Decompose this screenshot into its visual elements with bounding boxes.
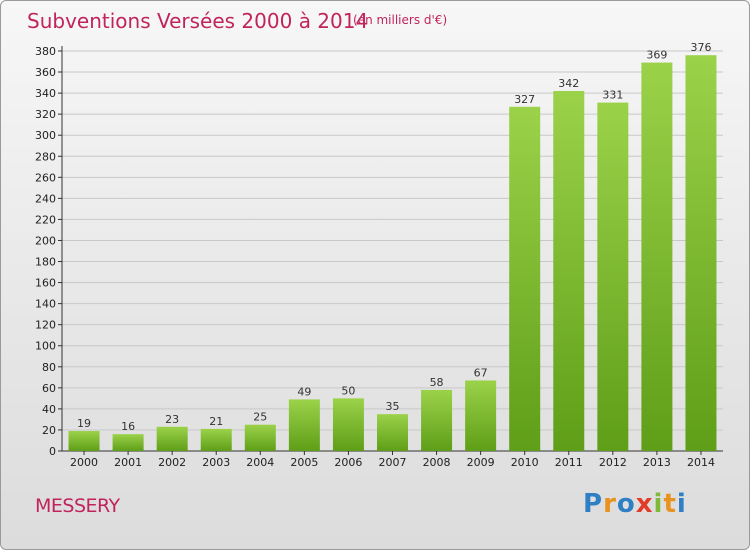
bar-value-label: 16 bbox=[121, 420, 135, 433]
bar-value-label: 331 bbox=[602, 89, 623, 102]
y-tick-label: 340 bbox=[35, 87, 56, 100]
bar bbox=[509, 106, 541, 451]
y-tick-label: 360 bbox=[35, 66, 56, 79]
bars bbox=[68, 55, 717, 452]
x-tick-label: 2014 bbox=[687, 456, 715, 469]
y-tick-label: 180 bbox=[35, 256, 56, 269]
bar bbox=[156, 426, 188, 451]
bar bbox=[288, 399, 320, 451]
bar-value-label: 342 bbox=[558, 77, 579, 90]
y-tick-label: 260 bbox=[35, 171, 56, 184]
y-tick-label: 380 bbox=[35, 45, 56, 58]
logo-letter: i bbox=[653, 489, 664, 519]
x-tick-label: 2003 bbox=[202, 456, 230, 469]
x-tick-label: 2012 bbox=[599, 456, 627, 469]
x-tick-label: 2008 bbox=[423, 456, 451, 469]
x-tick-label: 2011 bbox=[555, 456, 583, 469]
y-tick-label: 20 bbox=[42, 424, 56, 437]
unit-note: (en milliers d'€) bbox=[353, 13, 448, 27]
bar-value-label: 21 bbox=[209, 415, 223, 428]
commune-name: MESSERY bbox=[35, 495, 120, 517]
bar-value-label: 35 bbox=[386, 400, 400, 413]
x-tick-label: 2001 bbox=[114, 456, 142, 469]
bar-value-label: 67 bbox=[474, 366, 488, 379]
y-tick-label: 60 bbox=[42, 382, 56, 395]
y-tick-label: 80 bbox=[42, 361, 56, 374]
bar-value-label: 327 bbox=[514, 93, 535, 106]
x-tick-label: 2004 bbox=[246, 456, 274, 469]
x-tick-label: 2010 bbox=[511, 456, 539, 469]
bar bbox=[421, 389, 453, 451]
bar bbox=[332, 398, 364, 451]
x-tick-label: 2000 bbox=[70, 456, 98, 469]
y-tick-label: 320 bbox=[35, 108, 56, 121]
bar-value-label: 376 bbox=[690, 41, 711, 54]
y-tick-label: 240 bbox=[35, 192, 56, 205]
proxiti-logo: Proxiti bbox=[583, 489, 687, 519]
logo-letter: r bbox=[603, 489, 617, 519]
bar-value-label: 50 bbox=[341, 384, 355, 397]
logo-letter: t bbox=[663, 489, 677, 519]
bar bbox=[465, 380, 497, 451]
y-tick-label: 200 bbox=[35, 234, 56, 247]
x-tick-label: 2005 bbox=[290, 456, 318, 469]
bar-value-label: 25 bbox=[253, 411, 267, 424]
y-tick-label: 140 bbox=[35, 298, 56, 311]
logo-letter: P bbox=[583, 489, 604, 519]
bar-value-label: 369 bbox=[646, 49, 667, 62]
x-tick-label: 2002 bbox=[158, 456, 186, 469]
y-tick-label: 300 bbox=[35, 129, 56, 142]
bar bbox=[112, 434, 144, 451]
logo-letter: x bbox=[635, 489, 654, 519]
bar bbox=[377, 414, 408, 451]
y-tick-label: 40 bbox=[42, 403, 56, 416]
bar-value-label: 49 bbox=[297, 385, 311, 398]
y-tick-label: 100 bbox=[35, 340, 56, 353]
x-tick-label: 2006 bbox=[334, 456, 362, 469]
bar bbox=[641, 62, 673, 451]
y-tick-label: 160 bbox=[35, 277, 56, 290]
bar bbox=[244, 424, 276, 451]
labels: 0 20 40 60 80 100 120 140 160 180 200 220 240 260 280 3… bbox=[35, 41, 715, 469]
bar-value-label: 58 bbox=[430, 376, 444, 389]
x-tick-label: 2007 bbox=[379, 456, 407, 469]
chart-title: Subventions Versées 2000 à 2014 bbox=[27, 9, 369, 33]
y-tick-label: 120 bbox=[35, 319, 56, 332]
bar bbox=[553, 91, 585, 451]
logo-letter: o bbox=[616, 489, 636, 519]
bar bbox=[685, 55, 717, 452]
y-tick-label: 280 bbox=[35, 150, 56, 163]
bar-value-label: 23 bbox=[165, 413, 179, 426]
bar bbox=[68, 431, 100, 451]
bar bbox=[597, 102, 629, 451]
y-tick-label: 0 bbox=[49, 445, 56, 458]
x-tick-label: 2013 bbox=[643, 456, 671, 469]
bar bbox=[200, 428, 232, 451]
x-tick-label: 2009 bbox=[467, 456, 495, 469]
y-tick-label: 220 bbox=[35, 213, 56, 226]
bar-value-label: 19 bbox=[77, 417, 91, 430]
logo-letter: i bbox=[676, 489, 687, 519]
